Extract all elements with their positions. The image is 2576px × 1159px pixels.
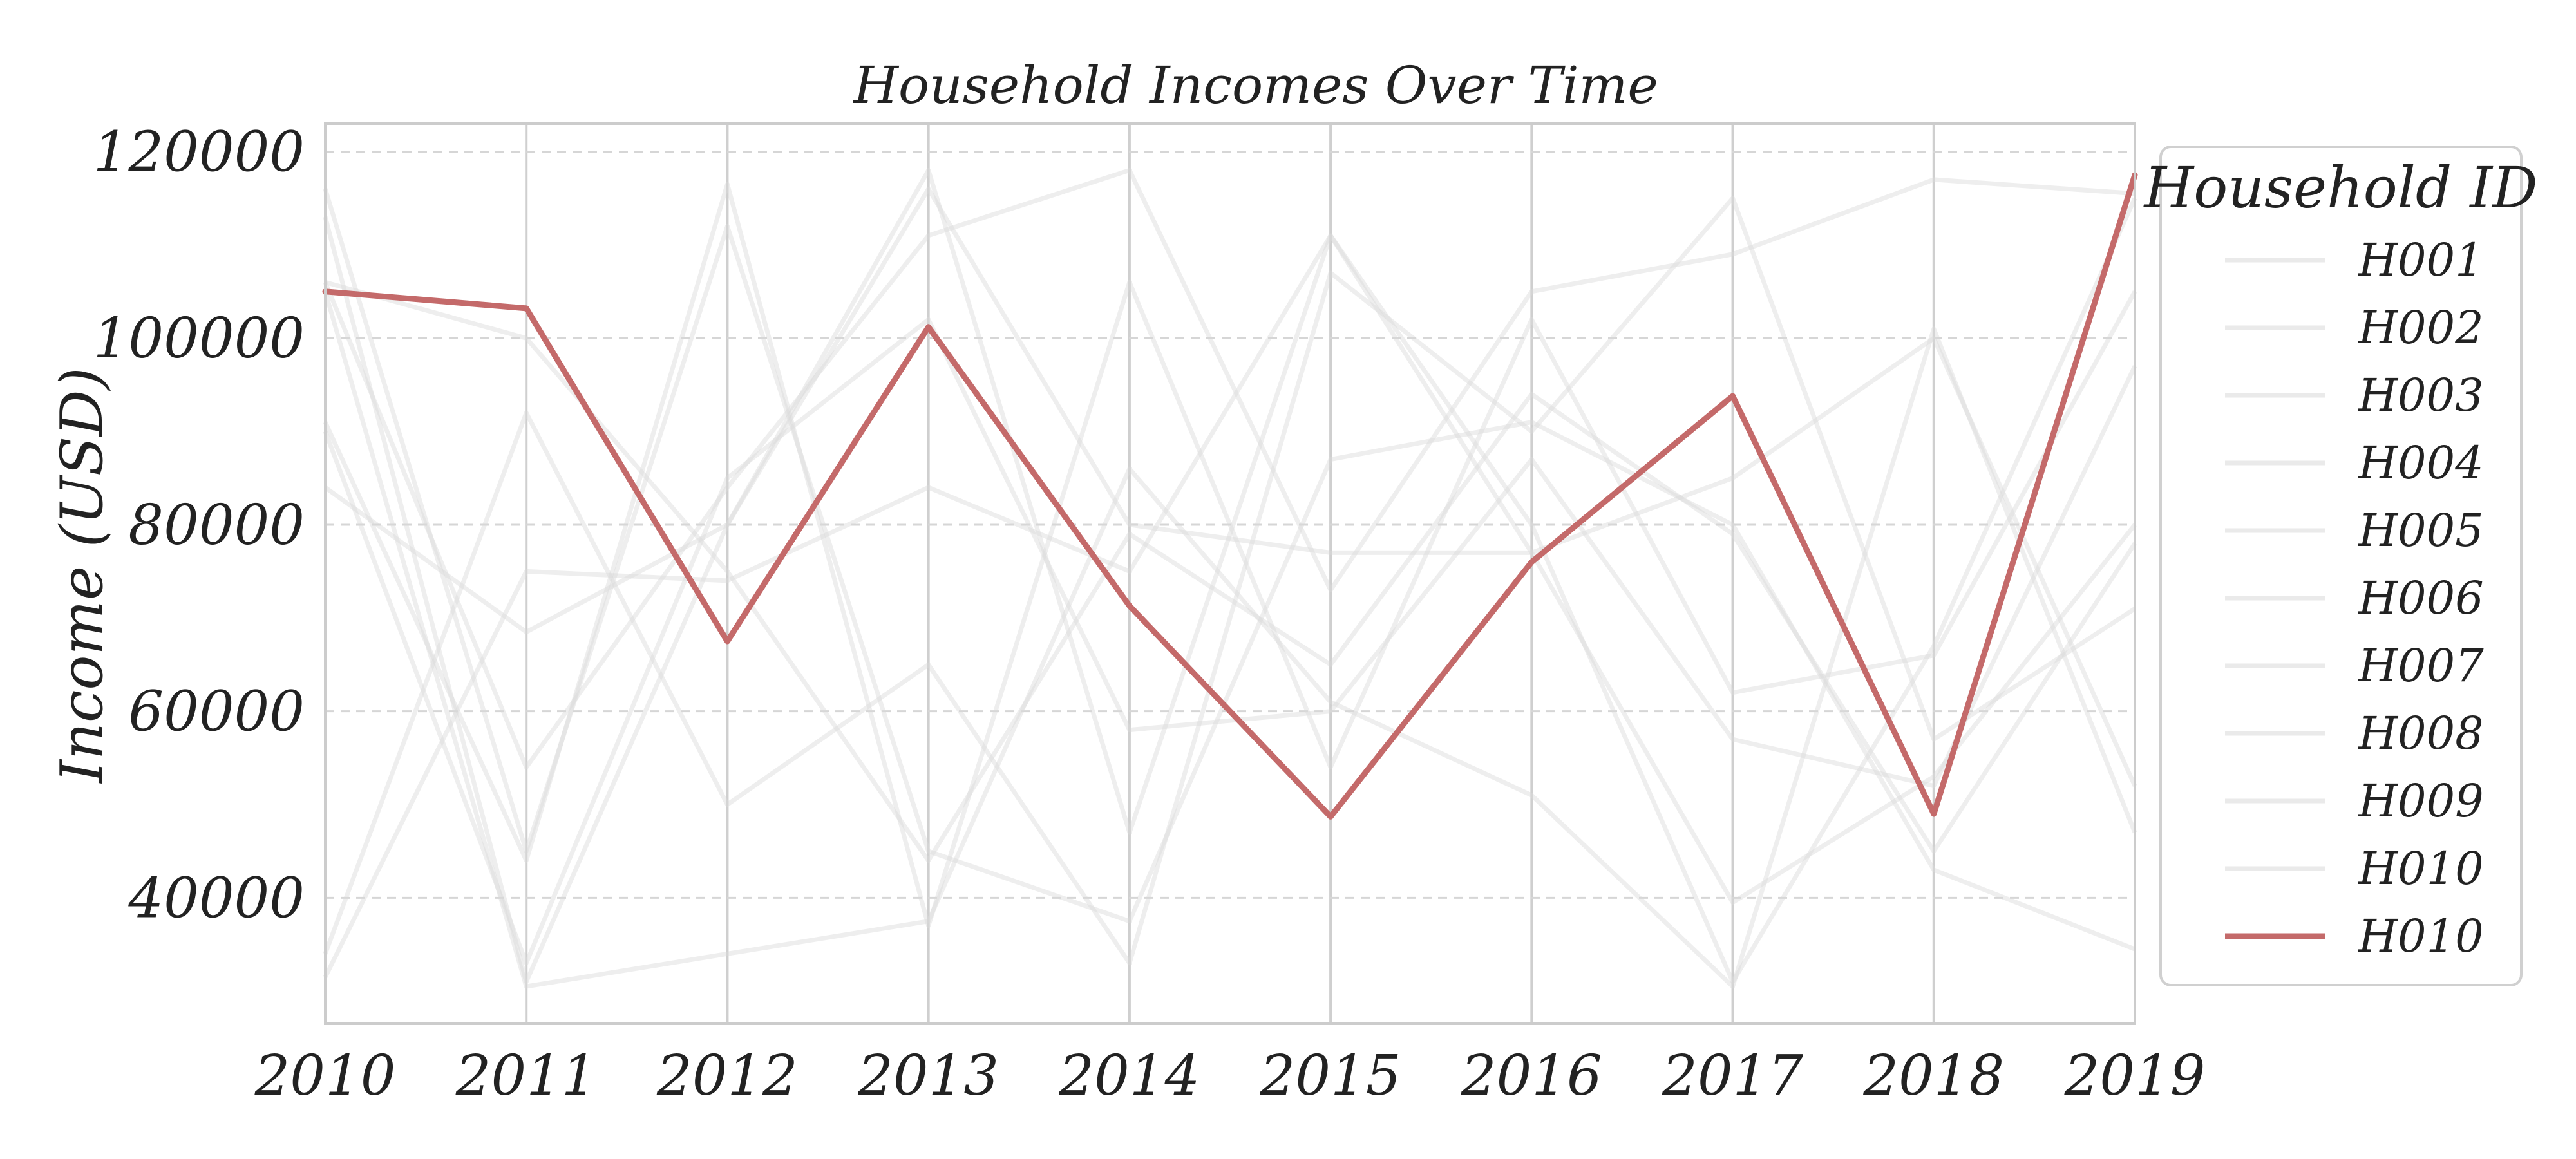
series-line-h003 — [323, 167, 2137, 985]
legend-title: Household ID — [2143, 155, 2537, 221]
y-tick-label-120000: 120000 — [93, 120, 305, 184]
legend-label-h009: H009 — [2357, 775, 2484, 827]
series-line-h005 — [323, 167, 2136, 770]
legend-label-h008: H008 — [2357, 707, 2484, 760]
x-tick-label-2012: 2012 — [656, 1044, 798, 1108]
axis-ticks: 2010 2011 2012 2013 2014 2015 2016 2017 2018 2019… — [93, 120, 2206, 1108]
x-tick-label-2018: 2018 — [1862, 1044, 2004, 1108]
legend-box — [2159, 146, 2523, 986]
legend-label-h007: H007 — [2357, 639, 2484, 692]
legend-label-h010: H010 — [2357, 842, 2484, 895]
y-tick-label-100000: 100000 — [93, 306, 305, 371]
x-tick-label-2015: 2015 — [1260, 1044, 1401, 1108]
x-tick-label-2013: 2013 — [857, 1044, 999, 1108]
x-tick-label-2019: 2019 — [2064, 1044, 2206, 1108]
chart-title: Household Incomes Over Time — [852, 55, 1658, 115]
series-lines — [322, 167, 2138, 989]
x-tick-label-2010: 2010 — [254, 1044, 396, 1108]
legend-label-h010-highlight: H010 — [2357, 910, 2484, 963]
series-line-h006 — [323, 233, 2137, 979]
series-line-h009 — [323, 186, 2137, 985]
series-line-h001 — [323, 188, 2136, 952]
y-tick-label-80000: 80000 — [128, 493, 305, 558]
legend-label-h004: H004 — [2357, 437, 2484, 489]
x-tick-label-2011: 2011 — [455, 1044, 597, 1108]
legend-items: H001 H002 H003 H004 H005 H006 H007 H008 H009 H010… — [2225, 234, 2484, 963]
legend: Household ID H001H002H003H004H005H006H00… — [2143, 146, 2538, 986]
y-tick-label-40000: 40000 — [128, 866, 305, 930]
x-tick-label-2016: 2016 — [1461, 1044, 1602, 1108]
series-line-h010 — [325, 279, 2137, 863]
series-line-h008 — [323, 317, 2137, 966]
y-axis-label: Income (USD) — [48, 367, 116, 784]
x-tick-label-2014: 2014 — [1058, 1044, 1200, 1108]
grid — [324, 124, 2136, 1024]
series-line-h007 — [323, 290, 2137, 989]
plot-frame — [324, 122, 2136, 1025]
legend-label-h001: H001 — [2357, 234, 2484, 287]
legend-label-h005: H005 — [2357, 504, 2484, 557]
x-tick-label-2017: 2017 — [1662, 1044, 1803, 1108]
legend-label-h002: H002 — [2357, 301, 2484, 354]
legend-label-h006: H006 — [2357, 572, 2484, 625]
series-line-h002 — [323, 196, 2136, 966]
series-line-h004 — [323, 182, 2137, 928]
y-tick-label-60000: 60000 — [128, 680, 305, 744]
series-line-h010-highlight — [322, 172, 2138, 820]
legend-label-h003: H003 — [2357, 369, 2484, 422]
